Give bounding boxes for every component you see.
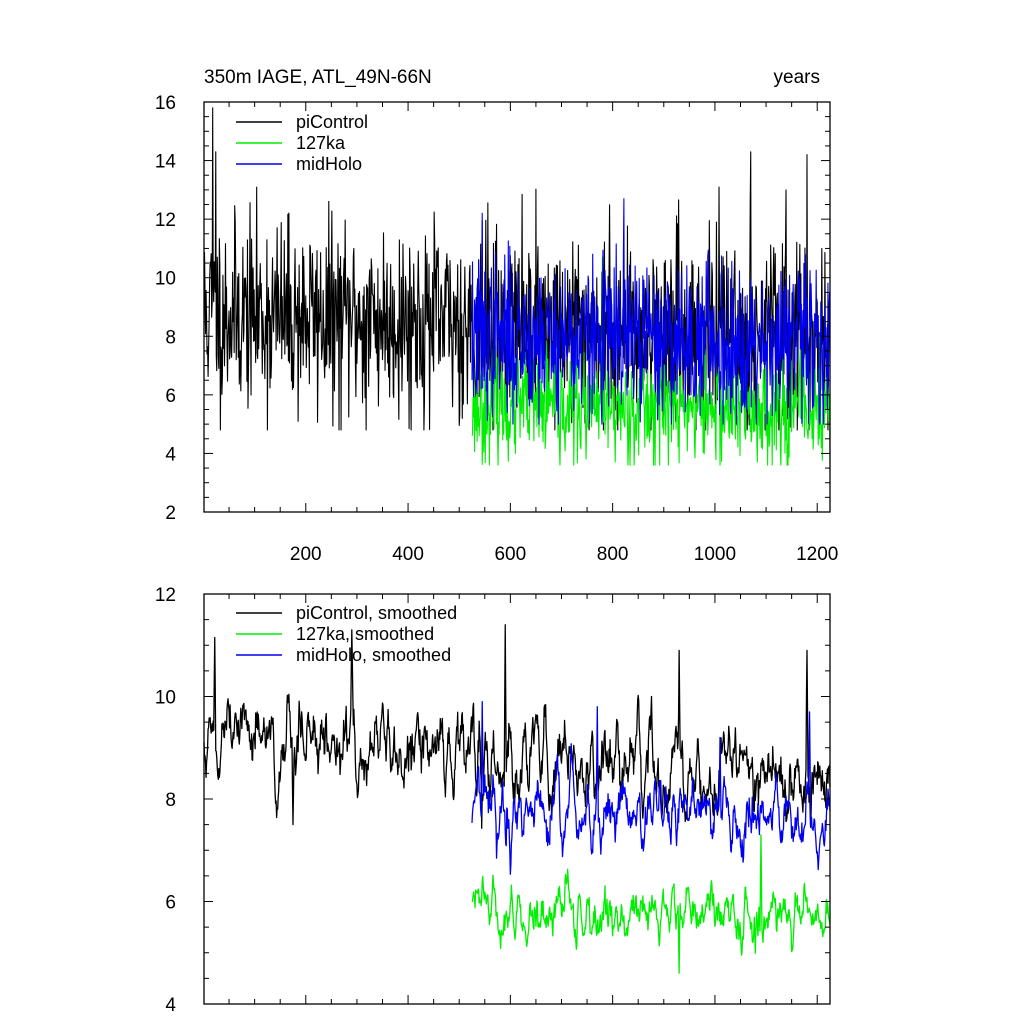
y-tick-label: 8 <box>165 790 176 811</box>
y-tick-label: 10 <box>155 269 176 290</box>
top-panel-series <box>203 107 831 466</box>
x-tick-label: 1000 <box>694 544 736 565</box>
y-tick-label: 6 <box>165 893 176 914</box>
legend-label: midHolo, smoothed <box>296 645 451 665</box>
y-tick-label: 12 <box>155 210 176 231</box>
y-tick-label: 8 <box>165 327 176 348</box>
bottom-panel-ticks: 4 6 8 10 12 <box>155 585 830 1016</box>
bottom-panel-series <box>203 624 831 974</box>
legend-label: piControl <box>296 112 368 132</box>
y-tick-label: 2 <box>165 503 176 524</box>
y-tick-label: 10 <box>155 688 176 709</box>
series-line-midholo-smoothed <box>471 700 831 875</box>
legend-label: 127ka, smoothed <box>296 624 434 644</box>
legend-label: midHolo <box>296 154 362 174</box>
series-line-127ka-smoothed <box>471 834 831 974</box>
x-tick-label: 200 <box>290 544 322 565</box>
y-tick-label: 14 <box>155 152 177 173</box>
series-line-midholo <box>471 198 831 425</box>
legend-label: piControl, smoothed <box>296 603 457 623</box>
series-line-picontrol <box>203 107 831 431</box>
y-tick-label: 16 <box>155 93 176 114</box>
top-panel-ticks: 2 4 6 8 10 12 14 16 200 400 600 800 1000 1200 <box>155 93 838 565</box>
top-panel-title: 350m IAGE, ATL_49N-66N <box>204 67 432 88</box>
top-panel-units: years <box>774 67 820 88</box>
y-tick-label: 4 <box>165 995 176 1016</box>
x-tick-label: 800 <box>597 544 629 565</box>
series-line-picontrol-smoothed <box>203 624 831 829</box>
top-panel: 2 4 6 8 10 12 14 16 200 400 600 800 1000 1200 350m IA… <box>155 67 838 565</box>
y-tick-label: 6 <box>165 386 176 407</box>
x-tick-label: 400 <box>392 544 424 565</box>
x-tick-label: 600 <box>494 544 526 565</box>
legend-label: 127ka <box>296 133 346 153</box>
x-tick-label: 1200 <box>796 544 838 565</box>
y-tick-label: 4 <box>165 444 176 465</box>
y-tick-label: 12 <box>155 585 176 606</box>
